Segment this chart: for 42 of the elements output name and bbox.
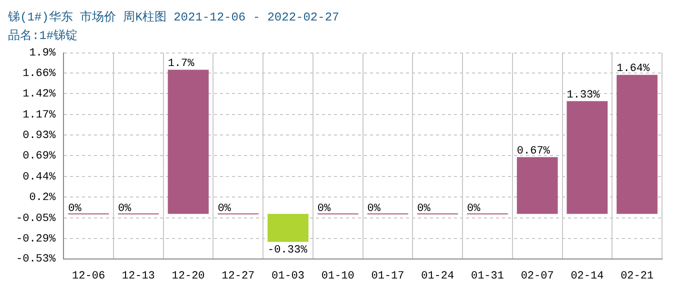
data-label: -0.33%	[268, 244, 308, 256]
chart-title: 锑(1#)华东 市场价 周K柱图 2021-12-06 - 2022-02-27	[7, 9, 340, 24]
bar	[168, 70, 209, 214]
data-label: 0%	[68, 202, 82, 215]
data-label: 1.33%	[566, 90, 600, 102]
data-label: 0%	[467, 202, 481, 215]
x-tick-label: 01-31	[470, 270, 504, 282]
x-tick-label: 01-03	[271, 270, 305, 282]
y-tick-label: 1.17%	[22, 110, 56, 122]
x-tick-label: 02-07	[520, 270, 554, 282]
chart-subtitle: 品名:1#锑锭	[8, 28, 78, 43]
y-tick-label: 0.93%	[22, 130, 56, 142]
x-tick-label: 01-10	[321, 270, 354, 282]
bar	[616, 74, 658, 214]
y-tick-label: 1.42%	[22, 88, 56, 100]
y-tick-label: 1.9%	[29, 48, 56, 60]
data-label: 0%	[218, 202, 232, 215]
x-tick-label: 01-17	[371, 270, 404, 282]
data-label: 0.67%	[516, 145, 550, 158]
x-tick-label: 02-14	[570, 270, 604, 282]
y-tick-label: 0.2%	[29, 192, 56, 204]
x-tick-label: 12-27	[222, 270, 255, 282]
y-tick-label: 1.66%	[22, 68, 56, 80]
data-label: 0%	[317, 202, 332, 215]
data-label: 1.7%	[168, 58, 195, 70]
x-tick-label: 02-21	[620, 270, 654, 282]
bar	[268, 214, 308, 242]
data-label: 0%	[118, 202, 132, 215]
y-tick-label: -0.53%	[16, 254, 56, 266]
y-tick-label: 0.69%	[22, 150, 56, 162]
x-tick-label: 12-06	[72, 270, 106, 282]
x-tick-label: 01-24	[421, 270, 454, 282]
y-tick-label: -0.05%	[16, 213, 56, 226]
x-tick-label: 12-13	[122, 270, 155, 282]
y-tick-label: -0.29%	[16, 233, 56, 246]
data-label: 0%	[367, 202, 381, 215]
data-label: 0%	[417, 202, 431, 215]
data-label: 1.64%	[616, 63, 650, 76]
bar	[516, 157, 558, 214]
x-tick-label: 12-20	[172, 270, 205, 282]
y-tick-label: 0.44%	[22, 171, 56, 184]
bar	[566, 101, 608, 214]
